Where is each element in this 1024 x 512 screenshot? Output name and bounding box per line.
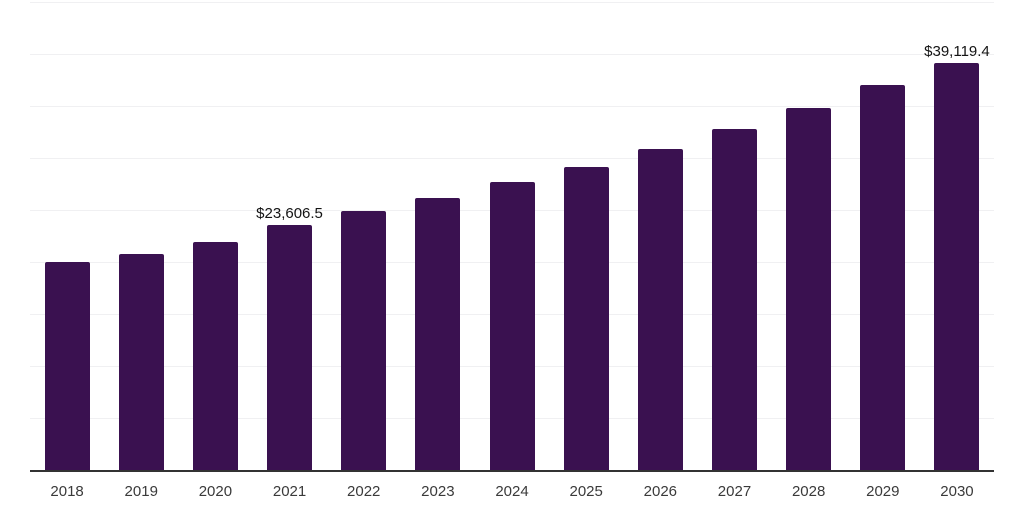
gridline xyxy=(30,158,994,159)
bar-2026 xyxy=(637,149,683,470)
gridline xyxy=(30,54,994,55)
bar-column-2024 xyxy=(475,2,549,470)
x-tick-label-2027: 2027 xyxy=(717,483,752,500)
bar-2024 xyxy=(489,182,535,470)
bar-2025 xyxy=(563,167,609,470)
bar-2022 xyxy=(341,211,387,470)
bar-column-2029 xyxy=(846,2,920,470)
x-tick-label-2024: 2024 xyxy=(495,483,529,500)
bar-value-label-2021: $23,606.5 xyxy=(256,204,323,222)
bar-column-2020 xyxy=(178,2,252,470)
x-tick-label-2030: 2030 xyxy=(940,483,974,500)
bars-container: $23,606.5 $39,119.4 xyxy=(30,2,994,470)
bar-column-2018 xyxy=(30,2,104,470)
x-tick-label-2029: 2029 xyxy=(866,483,900,500)
plot-area: $23,606.5 $39,119.4 xyxy=(30,2,994,472)
x-tick-label-2025: 2025 xyxy=(569,483,603,500)
bar-2030 xyxy=(934,63,980,470)
x-tick-label-2026: 2026 xyxy=(643,483,678,500)
x-axis-labels: 2018 2019 2020 2021 2022 2023 2024 2025 2026 2027… xyxy=(30,482,994,501)
x-tick-label-2022: 2022 xyxy=(347,483,381,500)
bar-2019 xyxy=(118,254,164,470)
bar-column-2022 xyxy=(327,2,401,470)
bar-2018 xyxy=(44,262,90,470)
gridline xyxy=(30,2,994,3)
bar-column-2019 xyxy=(104,2,178,470)
bar-column-2030: $39,119.4 xyxy=(920,2,994,470)
x-tick-label-2020: 2020 xyxy=(198,483,233,500)
bar-column-2025 xyxy=(549,2,623,470)
x-tick-label-2018: 2018 xyxy=(50,483,84,500)
bar-2027 xyxy=(711,128,757,470)
bar-value-label-2030: $39,119.4 xyxy=(924,43,990,61)
bar-column-2028 xyxy=(772,2,846,470)
bar-column-2027 xyxy=(697,2,771,470)
gridline xyxy=(30,106,994,107)
bar-2020 xyxy=(192,242,238,470)
x-tick-label-2023: 2023 xyxy=(421,483,455,500)
bar-column-2023 xyxy=(401,2,475,470)
bar-2029 xyxy=(860,85,906,470)
bar-column-2026 xyxy=(623,2,697,470)
x-tick-label-2028: 2028 xyxy=(791,483,826,500)
bar-2028 xyxy=(786,107,832,470)
bar-2023 xyxy=(415,198,461,470)
x-tick-label-2019: 2019 xyxy=(124,483,158,500)
x-tick-label-2021: 2021 xyxy=(272,483,307,500)
bar-2021 xyxy=(267,224,313,470)
bar-column-2021: $23,606.5 xyxy=(252,2,326,470)
